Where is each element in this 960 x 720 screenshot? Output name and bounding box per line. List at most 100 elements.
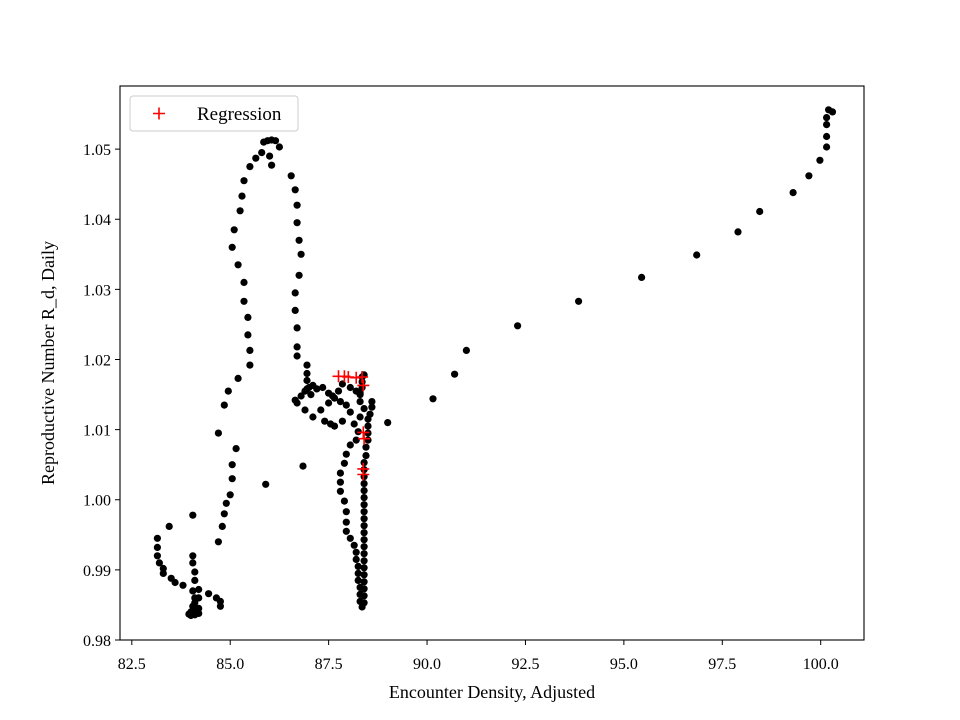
data-point [222,499,230,507]
data-point [252,154,260,162]
legend-box [129,95,299,132]
data-point [246,361,254,369]
data-point [362,452,370,460]
data-point [226,491,234,499]
data-point [789,189,797,197]
data-point [358,603,366,611]
data-point [340,459,348,467]
data-point [230,226,238,234]
data-point [309,413,317,421]
data-point [823,132,831,141]
x-tick-label: 90.0 [413,656,441,673]
data-point [258,149,266,157]
data-point [360,459,368,467]
y-tick-label: 1.03 [83,282,111,299]
x-tick-label: 87.5 [315,656,343,673]
data-point [360,480,368,488]
y-tick-label: 1.00 [83,493,111,510]
legend: Regression [129,95,299,132]
regression-marker [358,432,371,445]
data-point [189,552,197,560]
data-point [268,161,276,169]
data-point [153,534,161,542]
data-point [214,538,222,546]
plot-frame [119,85,865,641]
data-point [362,443,370,451]
data-point [220,401,228,409]
data-point [350,541,358,549]
data-point [195,604,203,613]
data-point [317,406,325,414]
data-point [346,408,354,416]
data-point [189,559,197,567]
data-point [293,352,301,360]
data-point [205,590,213,598]
x-tick-label: 82.5 [118,656,146,673]
data-point [291,289,299,297]
data-point [368,398,376,406]
data-point [805,172,813,180]
regression-marker [356,371,369,383]
data-point [228,243,236,251]
regression-marker [357,468,370,481]
data-point [360,543,368,551]
data-point [153,552,161,560]
data-point [693,251,701,259]
data-point [330,394,339,402]
data-point [297,392,305,400]
y-axis: 0.98 0.99 1.00 1.01 1.02 1.03 1.04 1.05 [83,142,120,650]
data-point [291,306,299,314]
data-point [346,383,354,392]
data-point [346,441,354,449]
data-point [313,385,321,393]
data-point [159,569,167,578]
data-point [356,597,364,606]
data-point [575,297,583,305]
data-point [828,108,837,116]
data-point [165,522,173,531]
data-point [360,522,368,530]
data-point [816,156,824,164]
data-point [293,343,301,351]
data-point [293,324,301,332]
data-point [342,450,350,458]
data-point [823,143,831,151]
data-point [295,271,303,279]
data-point [368,403,376,411]
data-point [336,478,344,486]
plot-background [120,86,864,640]
y-axis-label: Reproductive Number R_d, Daily [38,241,58,485]
y-tick-label: 0.98 [83,633,111,650]
data-point [514,322,522,330]
data-point [246,163,254,171]
data-point [307,391,315,399]
data-point [336,398,344,406]
data-point [340,497,348,505]
data-point [327,420,335,428]
data-point [360,487,368,495]
data-point [228,475,236,483]
data-point [823,114,831,122]
data-point [360,571,368,579]
data-point [321,417,329,425]
regression-marker [357,426,370,439]
data-point [240,278,248,286]
data-point [336,469,344,477]
points-layer [153,106,837,620]
data-point [462,346,470,354]
data-point [360,405,368,413]
data-point [354,576,362,585]
data-point [356,583,364,592]
data-point [262,480,270,488]
data-point [240,297,248,305]
data-point [360,564,368,572]
x-tick-label: 92.5 [511,656,539,673]
data-point [734,228,742,236]
data-point [338,417,346,425]
data-point [189,587,197,595]
data-point [244,331,252,339]
data-point [346,534,354,542]
data-point [293,219,301,227]
data-point [275,143,283,151]
